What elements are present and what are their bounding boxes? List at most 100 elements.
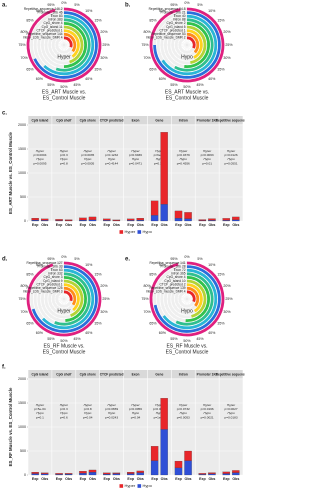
bar-segment (127, 218, 135, 221)
y-tick-label: 1000 (18, 425, 26, 429)
x-tick-label: Exp (199, 477, 206, 481)
y-tick-label: 0 (24, 473, 26, 477)
annotation: p=0.0732 (177, 407, 190, 411)
x-tick-label: Exp (80, 477, 87, 481)
bar-segment (232, 219, 240, 222)
x-tick-label: Exp (127, 477, 134, 481)
x-tick-label: Exp (175, 477, 182, 481)
bar-segment (127, 220, 135, 222)
bar-segment (208, 473, 216, 476)
facet-header (219, 370, 243, 379)
ring-bar (63, 286, 77, 306)
ring-label: Promoter_1Kb 46 (38, 10, 63, 14)
bar-segment (150, 460, 159, 476)
center-label: Hyper (57, 54, 71, 60)
tick-label: 10% (208, 263, 216, 267)
tick-label: 35% (94, 68, 102, 72)
y-tick-label: 500 (20, 449, 26, 453)
bar-panel: f. ES_RF Muscle vs. ES_Control Muscle 0 500… (2, 365, 245, 488)
annotation: p=0.8 (84, 407, 92, 411)
bar-segment (41, 220, 49, 222)
annotation: p=5e-04 (34, 407, 46, 411)
ring-bar (186, 279, 207, 318)
ring-label: Intron 383 (48, 18, 63, 22)
tick-label: 70% (143, 310, 151, 314)
ring-label: CTCF_predicted 1 (36, 282, 62, 286)
annotation: Hypo (132, 157, 140, 161)
ring-label: Intron_LDS_muscle_DMR 4 (23, 36, 63, 40)
ring-bar (186, 29, 203, 59)
annotation: Hypo (84, 411, 92, 415)
annotation: Hyper (36, 403, 45, 407)
annotation: Hypo (156, 157, 164, 161)
bar-segment (208, 472, 216, 474)
tick-label: 70% (143, 56, 151, 60)
tick-label: 35% (217, 322, 225, 326)
y-tick-label: 1500 (18, 147, 26, 151)
tick-label: 40% (85, 331, 93, 335)
ring-label: Exon 63 (51, 268, 63, 272)
tick-label: 80% (20, 284, 28, 288)
facet-label: Gene (155, 372, 163, 376)
tick-label: 35% (94, 322, 102, 326)
facet-header (76, 116, 100, 125)
tick-label: 25% (102, 297, 110, 301)
tick-label: 75% (141, 43, 149, 47)
ring-label: Repetitive_sequence 125 (27, 286, 63, 290)
tick-label: 15% (217, 18, 225, 22)
tick-label: 95% (170, 3, 178, 7)
center-label: Hypo (181, 54, 193, 60)
legend-swatch (119, 230, 124, 234)
bar-segment (55, 473, 63, 475)
annotation: Hyper (179, 403, 188, 407)
legend-swatch (119, 484, 124, 488)
tick-label: 60% (36, 77, 44, 81)
bar-segment (184, 218, 192, 222)
radial-panel: e. 0% 5% 10% 15% 20% 25% 30% 35% 40% 45% 50% 55%60% 6… (125, 255, 233, 355)
tick-label: 80% (143, 284, 151, 288)
ring-label: Repetitive_sequence 53 (151, 32, 185, 36)
center-label: Hyper (57, 308, 71, 314)
y-tick-label: 1500 (18, 401, 26, 405)
bar-segment (208, 220, 216, 222)
tick-label: 85% (149, 272, 157, 276)
facet-header (99, 370, 124, 379)
annotation: Hyper (107, 149, 116, 153)
ring-bar (31, 265, 98, 333)
ring-label: CpG_island 5 (166, 25, 186, 29)
ring-bar (153, 265, 221, 333)
tick-label: 85% (26, 272, 34, 276)
bar-segment (160, 132, 168, 205)
x-tick-label: Exp (175, 223, 182, 227)
bar-segment (31, 219, 39, 222)
x-tick-label: Exp (223, 477, 230, 481)
bar-segment (222, 220, 230, 222)
facet-label: Exon (132, 372, 140, 376)
annotation: Hypo (108, 411, 116, 415)
bar-segment (112, 473, 121, 476)
tick-label: 5% (74, 257, 80, 261)
bar-segment (174, 467, 183, 476)
ring-bar (175, 272, 214, 326)
subtitle: ES_ART Muscle vs. (42, 89, 86, 95)
bar-segment (31, 472, 39, 474)
annotation: Hypo (132, 411, 140, 415)
legend-label: Hyper (125, 483, 136, 488)
x-tick-label: Exp (56, 477, 63, 481)
tick-label: 5% (197, 257, 203, 261)
bar-segment (198, 473, 207, 475)
ring-bar (33, 11, 98, 79)
bar-segment (127, 472, 135, 474)
ring-label: CpG_island 10 (164, 279, 185, 283)
bar-segment (103, 218, 111, 221)
panel-letter: e. (125, 257, 130, 263)
ring-bar (186, 25, 207, 65)
x-tick-label: Obs (65, 477, 72, 481)
figure: a. 0%5%10%15%20%25%30%35%40%45%50%55%60%6… (2, 1, 245, 488)
annotation: p=0.0063 (201, 153, 214, 157)
annotation: p=1e-22 (154, 415, 166, 419)
tick-label: 55% (47, 83, 55, 87)
tick-label: 60% (36, 331, 44, 335)
bar-segment (79, 472, 87, 476)
x-tick-label: Obs (137, 223, 144, 227)
